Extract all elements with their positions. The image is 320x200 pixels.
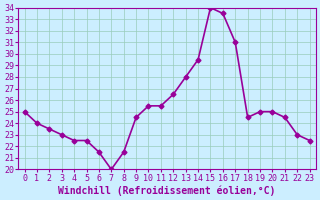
X-axis label: Windchill (Refroidissement éolien,°C): Windchill (Refroidissement éolien,°C): [58, 185, 276, 196]
